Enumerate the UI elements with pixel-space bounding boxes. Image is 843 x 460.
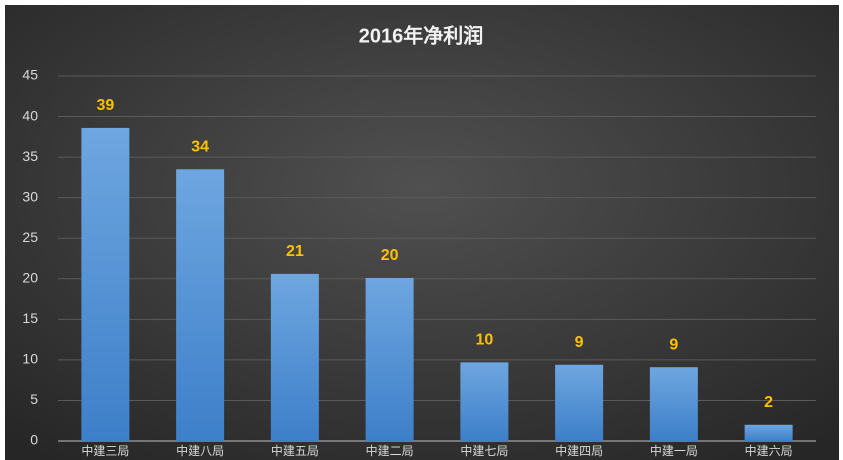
bar [81, 127, 130, 442]
data-label: 2 [764, 394, 773, 411]
x-tick-label: 中建五局 [271, 443, 319, 458]
y-tick-label: 0 [30, 432, 38, 448]
x-tick-label: 中建六局 [745, 443, 793, 458]
data-label: 20 [381, 247, 399, 264]
y-tick-label: 25 [22, 229, 38, 245]
data-label: 10 [475, 332, 493, 349]
data-label: 34 [191, 138, 209, 155]
data-label: 39 [96, 97, 114, 114]
y-tick-label: 30 [22, 188, 38, 204]
bar [649, 367, 698, 441]
data-label: 9 [575, 334, 584, 351]
x-tick-label: 中建七局 [460, 443, 508, 458]
x-tick-label: 中建四局 [555, 443, 603, 458]
x-tick-label: 中建三局 [81, 443, 129, 458]
bar [460, 362, 509, 441]
y-tick-label: 20 [22, 269, 38, 285]
x-tick-label: 中建二局 [366, 443, 414, 458]
y-tick-label: 40 [22, 107, 38, 123]
background [5, 5, 839, 460]
y-tick-label: 10 [22, 351, 38, 367]
y-tick-label: 45 [22, 67, 38, 83]
bar [176, 169, 225, 441]
x-tick-label: 中建一局 [650, 443, 698, 458]
bar [270, 273, 319, 441]
data-label: 9 [669, 336, 678, 353]
y-tick-label: 35 [22, 148, 38, 164]
y-tick-label: 15 [22, 310, 38, 326]
bar [744, 424, 793, 441]
data-label: 21 [286, 243, 304, 260]
chart-title: 2016年净利润 [359, 23, 484, 47]
bar [555, 364, 604, 441]
y-tick-label: 5 [30, 391, 38, 407]
bar [365, 277, 414, 441]
x-tick-label: 中建八局 [176, 443, 224, 458]
